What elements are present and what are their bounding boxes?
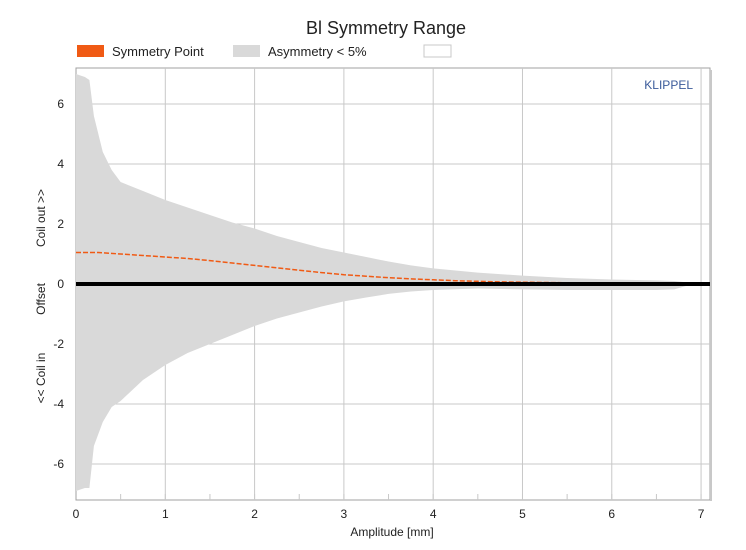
x-tick-label: 6 [608, 507, 615, 521]
y-tick-label: 2 [57, 217, 64, 231]
x-tick-label: 7 [698, 507, 705, 521]
legend-label: Asymmetry < 5% [268, 44, 367, 59]
y-tick-label: -6 [53, 457, 64, 471]
symmetry-point-line [76, 251, 693, 285]
legend-swatch [233, 45, 260, 57]
x-tick-label: 2 [251, 507, 258, 521]
y-axis-label-coil-out: Coil out >> [34, 189, 48, 247]
y-axis-label-coil-in: << Coil in [34, 353, 48, 404]
series-line-layer [76, 251, 710, 286]
x-tick-label: 4 [430, 507, 437, 521]
legend-swatch [77, 45, 104, 57]
y-axis-label-offset: Offset [34, 282, 48, 314]
x-tick-label: 1 [162, 507, 169, 521]
y-tick-label: -4 [53, 397, 64, 411]
x-tick-label: 3 [341, 507, 348, 521]
x-axis-label: Amplitude [mm] [350, 525, 433, 539]
y-tick-label: 4 [57, 157, 64, 171]
klippel-watermark: KLIPPEL [644, 78, 693, 92]
x-tick-label: 5 [519, 507, 526, 521]
y-tick-label: 0 [57, 277, 64, 291]
legend-label: Symmetry Point [112, 44, 204, 59]
legend: Symmetry Point Asymmetry < 5% [77, 44, 452, 59]
x-tick-label: 0 [73, 507, 80, 521]
y-tick-label: 6 [57, 97, 64, 111]
tick-labels: 0 1 2 3 4 5 6 7 -6 -4 -2 0 2 4 6 [53, 97, 704, 521]
chart-title: Bl Symmetry Range [306, 18, 466, 38]
y-tick-label: -2 [53, 337, 64, 351]
legend-swatch [423, 44, 452, 58]
